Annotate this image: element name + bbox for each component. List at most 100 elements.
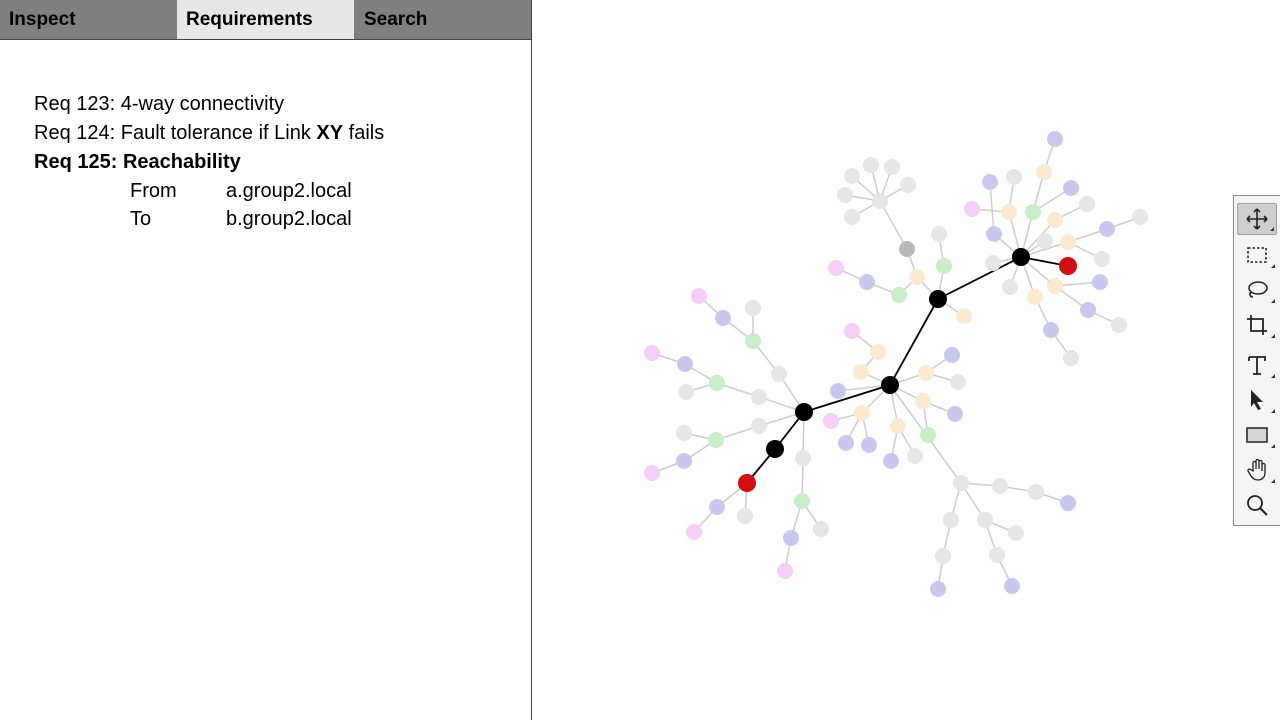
- link-name[interactable]: XY: [316, 122, 344, 144]
- graph-node[interactable]: [676, 425, 692, 441]
- crop-tool[interactable]: [1237, 309, 1277, 341]
- graph-node[interactable]: [813, 521, 829, 537]
- graph-node[interactable]: [853, 364, 869, 380]
- graph-node[interactable]: [794, 493, 810, 509]
- graph-node[interactable]: [982, 174, 998, 190]
- zoom-tool[interactable]: [1237, 489, 1277, 521]
- graph-node[interactable]: [795, 450, 811, 466]
- graph-node[interactable]: [1063, 180, 1079, 196]
- graph-node[interactable]: [953, 475, 969, 491]
- graph-node[interactable]: [861, 437, 877, 453]
- network-graph[interactable]: [532, 0, 1232, 720]
- graph-node[interactable]: [964, 201, 980, 217]
- endpoint-node[interactable]: [738, 474, 756, 492]
- graph-node[interactable]: [844, 209, 860, 225]
- graph-node[interactable]: [676, 453, 692, 469]
- graph-node[interactable]: [686, 524, 702, 540]
- graph-node[interactable]: [1025, 204, 1041, 220]
- graph-node[interactable]: [715, 310, 731, 326]
- graph-node[interactable]: [844, 168, 860, 184]
- graph-node[interactable]: [1094, 251, 1110, 267]
- graph-node[interactable]: [1079, 196, 1095, 212]
- graph-node[interactable]: [1028, 484, 1044, 500]
- graph-node[interactable]: [745, 300, 761, 316]
- graph-node[interactable]: [931, 226, 947, 242]
- graph-node[interactable]: [771, 366, 787, 382]
- move-tool[interactable]: [1237, 203, 1277, 235]
- graph-node[interactable]: [777, 563, 793, 579]
- graph-node[interactable]: [828, 260, 844, 276]
- graph-node[interactable]: [920, 427, 936, 443]
- graph-node[interactable]: [1027, 289, 1043, 305]
- graph-node[interactable]: [1047, 131, 1063, 147]
- path-node[interactable]: [766, 440, 784, 458]
- graph-node[interactable]: [709, 375, 725, 391]
- graph-node[interactable]: [644, 465, 660, 481]
- graph-node[interactable]: [891, 287, 907, 303]
- tab-inspect[interactable]: Inspect: [9, 9, 76, 30]
- graph-node[interactable]: [1004, 578, 1020, 594]
- graph-node[interactable]: [751, 418, 767, 434]
- graph-node[interactable]: [907, 448, 923, 464]
- graph-node[interactable]: [950, 374, 966, 390]
- graph-node[interactable]: [1047, 212, 1063, 228]
- graph-node[interactable]: [859, 274, 875, 290]
- graph-node[interactable]: [823, 413, 839, 429]
- graph-node[interactable]: [872, 193, 888, 209]
- graph-node[interactable]: [1060, 495, 1076, 511]
- endpoint-node[interactable]: [1059, 257, 1077, 275]
- graph-node[interactable]: [1111, 317, 1127, 333]
- graph-node[interactable]: [863, 157, 879, 173]
- graph-node[interactable]: [1132, 209, 1148, 225]
- graph-node[interactable]: [678, 384, 694, 400]
- graph-node[interactable]: [1006, 169, 1022, 185]
- lasso-tool[interactable]: [1237, 274, 1277, 306]
- graph-node[interactable]: [1001, 204, 1017, 220]
- path-node[interactable]: [795, 403, 813, 421]
- graph-node[interactable]: [1063, 350, 1079, 366]
- rectangle-tool[interactable]: [1237, 419, 1277, 451]
- path-node[interactable]: [929, 290, 947, 308]
- graph-node[interactable]: [992, 478, 1008, 494]
- rect-select-tool[interactable]: [1237, 239, 1277, 271]
- graph-node[interactable]: [956, 308, 972, 324]
- graph-node[interactable]: [1037, 233, 1053, 249]
- graph-node[interactable]: [915, 393, 931, 409]
- graph-node[interactable]: [677, 356, 693, 372]
- graph-node[interactable]: [1060, 234, 1076, 250]
- graph-node[interactable]: [900, 177, 916, 193]
- graph-node[interactable]: [1080, 302, 1096, 318]
- graph-node[interactable]: [1008, 525, 1024, 541]
- graph-node[interactable]: [935, 548, 951, 564]
- graph-node[interactable]: [918, 365, 934, 381]
- graph-node[interactable]: [1043, 322, 1059, 338]
- graph-node[interactable]: [644, 345, 660, 361]
- graph-node[interactable]: [890, 418, 906, 434]
- tab-requirements[interactable]: Requirements: [177, 0, 354, 39]
- graph-node[interactable]: [1099, 221, 1115, 237]
- graph-node[interactable]: [708, 432, 724, 448]
- graph-node[interactable]: [870, 344, 886, 360]
- graph-node[interactable]: [751, 389, 767, 405]
- graph-node[interactable]: [943, 512, 959, 528]
- graph-node[interactable]: [854, 405, 870, 421]
- graph-node[interactable]: [989, 547, 1005, 563]
- graph-node[interactable]: [737, 508, 753, 524]
- graph-node[interactable]: [1047, 278, 1063, 294]
- graph-node[interactable]: [947, 406, 963, 422]
- tab-search[interactable]: Search: [364, 9, 428, 30]
- graph-node[interactable]: [1002, 279, 1018, 295]
- graph-node[interactable]: [1036, 164, 1052, 180]
- graph-node[interactable]: [930, 581, 946, 597]
- graph-node[interactable]: [985, 255, 1001, 271]
- graph-node[interactable]: [783, 530, 799, 546]
- graph-node[interactable]: [830, 383, 846, 399]
- graph-node[interactable]: [884, 159, 900, 175]
- graph-node[interactable]: [745, 333, 761, 349]
- graph-node[interactable]: [883, 453, 899, 469]
- graph-node[interactable]: [1092, 274, 1108, 290]
- graph-node[interactable]: [944, 347, 960, 363]
- requirement-item-selected[interactable]: Req 125: Reachability: [34, 148, 241, 176]
- graph-node[interactable]: [837, 187, 853, 203]
- graph-node[interactable]: [899, 241, 915, 257]
